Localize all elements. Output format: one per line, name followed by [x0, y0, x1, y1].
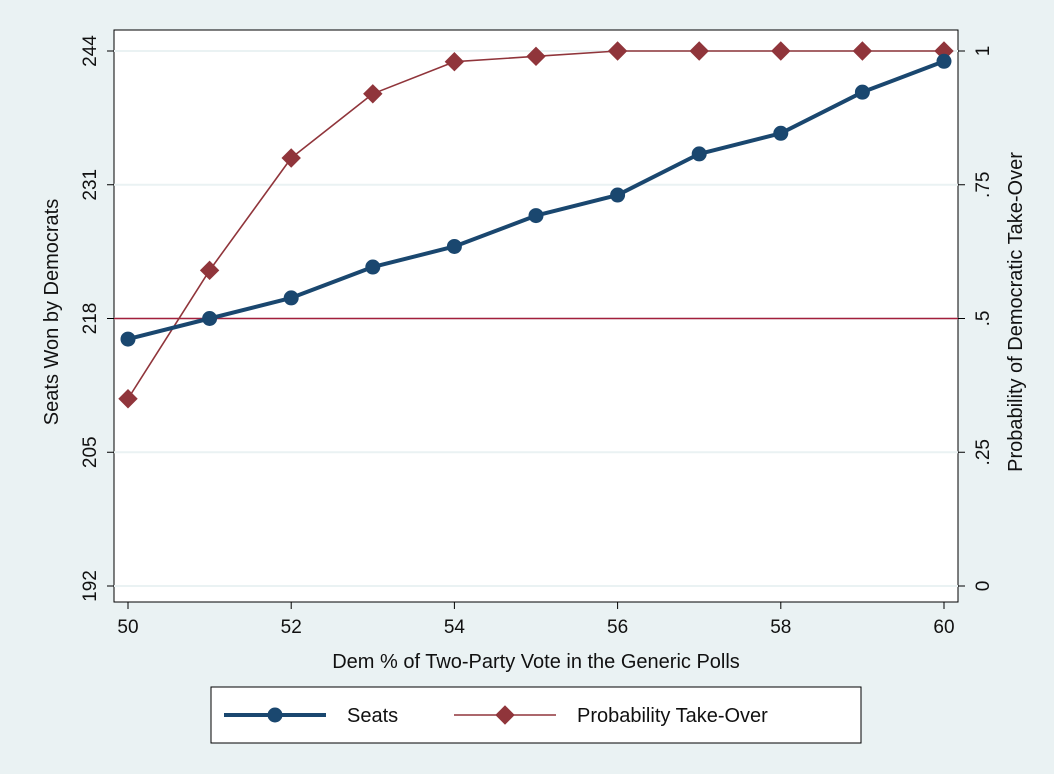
seats-point [365, 259, 381, 275]
legend: Seats Probability Take-Over [210, 686, 862, 744]
seats-series [120, 53, 952, 347]
prob-point [526, 46, 546, 67]
y-left-tick-label: 218 [80, 303, 101, 335]
seats-point [202, 311, 218, 326]
prob-point [281, 148, 301, 168]
y-right-tick-label: .75 [973, 172, 994, 198]
seats-point [936, 53, 952, 69]
x-axis-title: Dem % of Two-Party Vote in the Generic P… [332, 651, 740, 673]
prob-point [199, 260, 220, 281]
y-left-tick-label: 192 [80, 570, 101, 602]
prob-point [363, 84, 383, 104]
legend-prob-marker [495, 705, 515, 725]
legend-seats-label: Seats [347, 705, 398, 727]
prob-point [852, 41, 873, 61]
legend-seats-marker [267, 707, 283, 723]
seats-point [610, 187, 626, 203]
prob-point [771, 41, 791, 61]
seats-point [773, 125, 789, 141]
seats-point [854, 84, 870, 100]
seats-point [446, 238, 462, 254]
axes: 192 205 218 231 244 0 .25 .5 .75 1 50 52 54 56 58 60 [80, 35, 994, 638]
prob-point [444, 51, 465, 72]
y-right-tick-label: .5 [973, 311, 994, 327]
x-tick-label: 54 [444, 617, 466, 638]
y-right-tick-label: 1 [973, 46, 994, 57]
seats-point [120, 331, 136, 347]
x-tick-label: 58 [770, 617, 791, 638]
prob-point [689, 41, 709, 61]
prob-series [118, 41, 954, 409]
seats-point [283, 290, 299, 306]
y-left-tick-label: 231 [80, 169, 101, 201]
y-left-tick-label: 205 [80, 436, 101, 468]
y-right-tick-label: .25 [973, 439, 994, 465]
series-layer [118, 41, 954, 409]
x-tick-label: 56 [607, 617, 628, 638]
y-left-tick-label: 244 [80, 35, 101, 67]
prob-point [607, 41, 628, 61]
plot-area [113, 29, 959, 603]
prob-point [118, 389, 138, 409]
y-axis-left-title: Seats Won by Democrats [41, 199, 63, 425]
y-right-tick-label: 0 [973, 581, 994, 592]
x-tick-label: 52 [281, 617, 302, 638]
x-tick-label: 50 [117, 617, 138, 638]
legend-prob-label: Probability Take-Over [577, 705, 768, 727]
seats-point [691, 146, 707, 162]
legend-items: Seats Probability Take-Over [224, 705, 768, 727]
seats-point [528, 208, 544, 224]
y-axis-right-title: Probability of Democratic Take-Over [1005, 152, 1027, 472]
x-tick-label: 60 [933, 617, 954, 638]
